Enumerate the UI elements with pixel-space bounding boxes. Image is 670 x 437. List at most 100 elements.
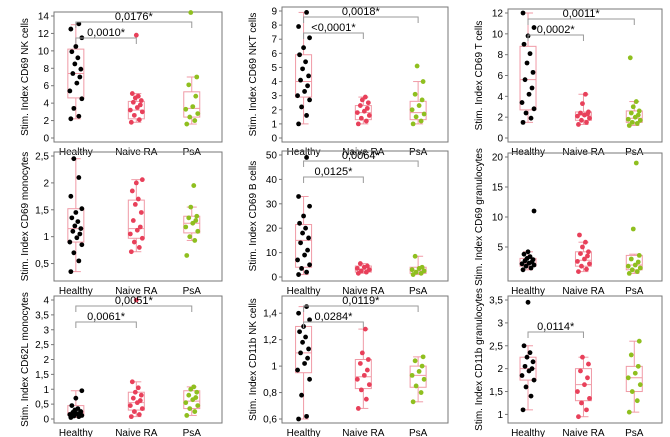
- data-point: [79, 242, 85, 248]
- data-point: [361, 108, 367, 114]
- data-point: [304, 155, 309, 160]
- data-point: [414, 63, 420, 69]
- data-point: [524, 60, 530, 66]
- data-point: [73, 44, 79, 49]
- data-point: [421, 268, 427, 274]
- data-point: [519, 100, 525, 105]
- significance-bracket: [303, 305, 419, 312]
- x-tick-label: Healthy: [287, 147, 321, 158]
- data-point: [421, 376, 427, 382]
- y-axis-label: Stim. Index CD69 T cells: [474, 21, 485, 131]
- data-point: [521, 343, 527, 349]
- data-point: [301, 45, 306, 51]
- data-point: [635, 363, 641, 369]
- data-point: [628, 352, 634, 358]
- data-point: [409, 107, 415, 113]
- data-point: [136, 412, 142, 417]
- data-point: [357, 361, 363, 366]
- data-point: [303, 225, 308, 231]
- y-tick-label: 0: [43, 415, 49, 426]
- box-iqr: [67, 208, 85, 243]
- p-value-label: 0,0018*: [342, 6, 381, 18]
- y-tick-label: 0,5: [35, 400, 49, 411]
- data-point: [628, 256, 634, 262]
- data-point: [357, 103, 363, 108]
- data-point: [364, 367, 370, 373]
- data-point: [521, 251, 527, 257]
- data-point: [302, 361, 307, 366]
- data-point: [195, 403, 201, 409]
- data-point: [77, 74, 83, 80]
- data-point: [133, 180, 139, 186]
- data-point: [296, 121, 301, 127]
- data-point: [184, 413, 190, 418]
- data-point: [364, 263, 370, 269]
- data-point: [531, 25, 537, 30]
- y-tick-label: 1,5: [35, 370, 49, 381]
- y-axis-label: Stim. Index CD69 granulocytes: [474, 148, 485, 286]
- data-point: [587, 115, 592, 121]
- data-point: [297, 52, 302, 58]
- data-point: [363, 118, 369, 124]
- x-tick-label: Healthy: [59, 428, 93, 437]
- data-point: [71, 156, 77, 162]
- data-point: [129, 379, 135, 385]
- data-point: [362, 326, 368, 332]
- y-tick-label: 4: [497, 92, 503, 103]
- data-point: [136, 245, 142, 250]
- x-tick-label: Naive RA: [115, 428, 158, 437]
- data-point: [366, 267, 372, 273]
- x-tick-label: PsA: [183, 286, 202, 297]
- y-tick-label: 10: [266, 248, 278, 259]
- data-point: [137, 102, 143, 108]
- box-iqr: [519, 45, 537, 111]
- data-point: [586, 361, 591, 367]
- y-tick-label: 0: [271, 134, 277, 145]
- data-point: [630, 104, 636, 110]
- data-point: [584, 266, 589, 272]
- data-point: [73, 395, 79, 401]
- y-tick-label: 0: [497, 134, 503, 145]
- data-point: [583, 239, 588, 245]
- significance-bracket: [527, 18, 635, 25]
- data-point: [76, 21, 82, 27]
- data-point: [366, 113, 372, 118]
- data-point: [194, 389, 200, 395]
- data-point: [412, 91, 418, 97]
- significance-bracket: [527, 331, 584, 338]
- data-point: [413, 269, 419, 275]
- p-value-label: 0,0176*: [115, 11, 154, 23]
- data-point: [634, 398, 640, 404]
- data-point: [304, 113, 309, 118]
- x-tick-label: Healthy: [511, 286, 545, 297]
- data-point: [625, 375, 631, 381]
- data-point: [295, 257, 300, 263]
- data-point: [298, 240, 303, 246]
- data-point: [305, 355, 310, 361]
- y-tick-label: 2: [497, 113, 503, 124]
- data-point: [295, 93, 300, 99]
- data-point: [302, 89, 307, 94]
- data-point: [420, 79, 426, 84]
- data-point: [193, 218, 199, 223]
- data-point: [362, 94, 368, 100]
- data-point: [530, 257, 536, 262]
- data-point: [298, 350, 303, 356]
- data-point: [307, 35, 312, 41]
- data-point: [419, 264, 425, 270]
- data-point: [410, 399, 416, 405]
- data-point: [139, 109, 145, 115]
- data-point: [357, 261, 363, 266]
- y-axis-label: Stim. Index CD11b granulocytes: [474, 288, 485, 431]
- y-tick-label: 40: [266, 175, 278, 186]
- y-tick-label: 0,8: [263, 388, 277, 399]
- data-point: [297, 329, 302, 335]
- data-point: [522, 363, 528, 369]
- data-point: [629, 389, 635, 394]
- x-tick-label: PsA: [625, 286, 644, 297]
- data-point: [637, 117, 643, 123]
- p-value-label: 0,0011*: [563, 8, 601, 20]
- panel-frame: [281, 150, 449, 282]
- significance-bracket: [303, 176, 364, 183]
